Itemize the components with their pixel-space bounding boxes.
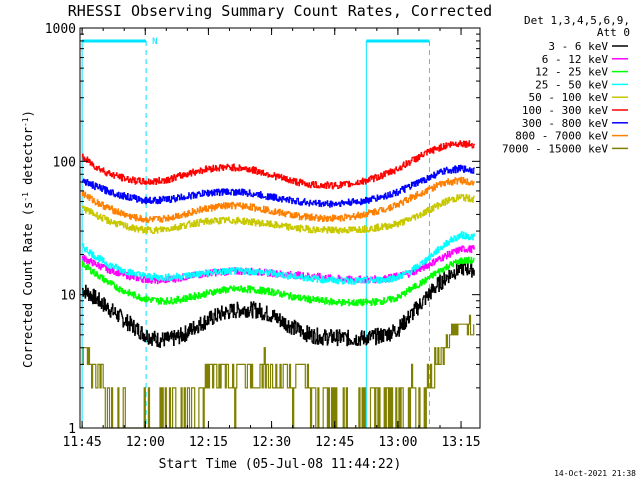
y-tick-label: 100 [53,155,76,170]
series-line-7 [82,164,475,208]
x-tick-label: 11:45 [63,435,102,450]
legend-entry-label: 3 - 6 keV [548,40,608,53]
legend-entry-label: 800 - 7000 keV [515,130,608,143]
x-tick-label: 12:45 [315,435,354,450]
legend-entry-label: 300 - 800 keV [522,117,608,130]
y-axis-label-sup1: -1 [21,192,30,202]
x-axis-label: Start Time (05-Jul-08 11:44:22) [159,457,402,472]
y-axis-label-mid: detector [21,127,35,192]
legend-header: Det 1,3,4,5,6,9, [524,14,630,27]
series-line-4 [82,231,475,285]
y-axis-label-sup2: -1 [21,117,30,127]
legend-entry-label: 100 - 300 keV [522,104,608,117]
night-bar-label: N [152,37,157,47]
series-line-6 [82,140,475,190]
legend-header: Att 0 [597,26,630,39]
legend-entry-label: 25 - 50 keV [535,78,608,91]
y-tick-label: 10 [60,289,76,304]
plot-frame [79,27,481,429]
legend-entry-label: 7000 - 15000 keV [502,142,608,155]
legend-entry-label: 6 - 12 keV [542,53,609,66]
plot-region: N [81,37,475,429]
series-line-1 [82,259,475,348]
y-tick-label: 1 [68,422,76,437]
series-line-5 [82,193,475,235]
legend-entry-label: 12 - 25 keV [535,66,608,79]
y-axis-label: Corrected Count Rate (s-1 detector-1) [21,110,36,368]
series-line-8 [82,176,475,224]
y-axis-label-suffix: ) [21,110,35,117]
axes: 11:45 12:00 12:15 12:30 12:45 13:00 13:15 1 10 10… [45,22,481,450]
x-tick-label: 13:00 [378,435,417,450]
x-tick-label: 12:30 [252,435,291,450]
x-tick-label: 12:15 [189,435,228,450]
x-tick-label: 12:00 [126,435,165,450]
timestamp: 14-Oct-2021 21:38 [554,469,636,478]
series-line-3 [82,256,475,307]
y-tick-label: 1000 [45,22,76,37]
legend-entry-label: 50 - 100 keV [529,91,609,104]
chart-title: RHESSI Observing Summary Count Rates, Co… [68,2,492,20]
x-tick-label: 13:15 [441,435,480,450]
y-axis-label-prefix: Corrected Count Rate (s [21,202,35,368]
